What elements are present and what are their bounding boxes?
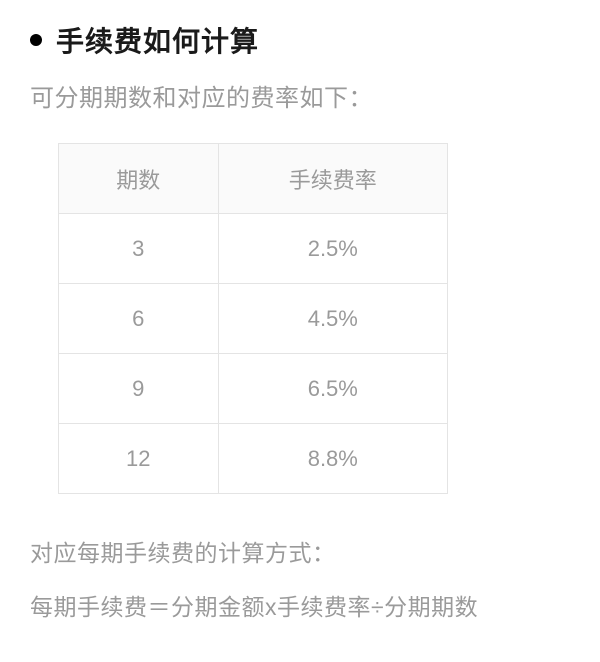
cell-period: 9 — [59, 354, 219, 424]
table-row: 3 2.5% — [59, 214, 448, 284]
cell-period: 3 — [59, 214, 219, 284]
cell-rate: 4.5% — [218, 284, 447, 354]
formula-text: 每期手续费＝分期金额x手续费率÷分期期数 — [30, 588, 570, 622]
heading-text: 手续费如何计算 — [56, 20, 259, 60]
cell-rate: 2.5% — [218, 214, 447, 284]
section-heading: 手续费如何计算 — [30, 20, 570, 60]
table-header-row: 期数 手续费率 — [59, 144, 448, 214]
table-row: 9 6.5% — [59, 354, 448, 424]
subtitle-text: 可分期期数和对应的费率如下： — [30, 78, 570, 113]
rate-table: 期数 手续费率 3 2.5% 6 4.5% 9 6.5% 12 8.8% — [58, 143, 448, 494]
col-header-period: 期数 — [59, 144, 219, 214]
table-row: 12 8.8% — [59, 424, 448, 494]
description-text: 对应每期手续费的计算方式： — [30, 534, 570, 568]
cell-period: 12 — [59, 424, 219, 494]
cell-rate: 8.8% — [218, 424, 447, 494]
col-header-rate: 手续费率 — [218, 144, 447, 214]
cell-period: 6 — [59, 284, 219, 354]
bullet-icon — [30, 34, 42, 46]
table-row: 6 4.5% — [59, 284, 448, 354]
cell-rate: 6.5% — [218, 354, 447, 424]
